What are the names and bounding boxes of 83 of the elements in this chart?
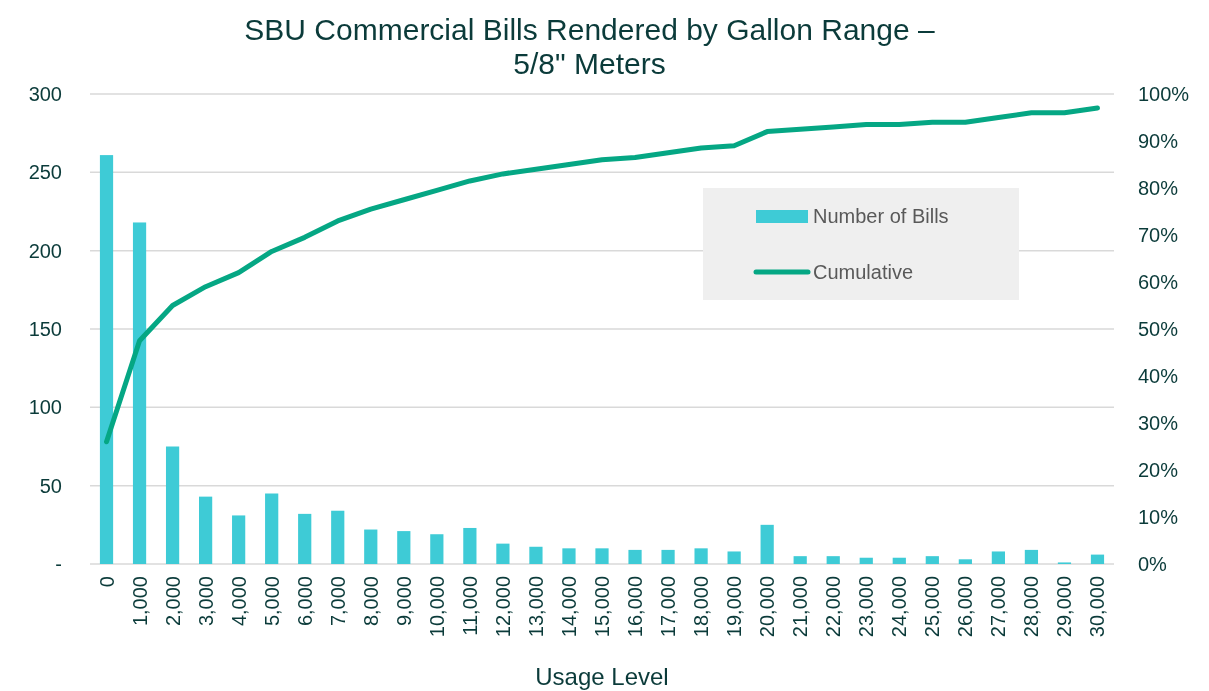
y2-tick-label: 100% — [1138, 83, 1190, 105]
bar — [727, 551, 741, 564]
x-tick-label: 12,000 — [491, 576, 514, 638]
bar — [397, 531, 411, 564]
x-tick-label: 16,000 — [624, 576, 647, 638]
legend-label: Number of Bills — [813, 205, 949, 227]
x-tick-label: 4,000 — [227, 576, 250, 627]
y2-tick-label: 0% — [1138, 553, 1168, 575]
bar — [892, 557, 906, 564]
chart-title: SBU Commercial Bills Rendered by Gallon Range – 5/8" Meters — [244, 13, 935, 80]
bar — [496, 543, 510, 564]
bar — [562, 548, 576, 564]
x-tick-label: 0 — [95, 576, 118, 588]
bar — [430, 534, 444, 564]
bar — [199, 496, 213, 564]
y-tick-label: - — [55, 553, 62, 575]
bar — [694, 548, 708, 564]
x-tick-label: 1,000 — [128, 576, 151, 627]
y-tick-label: 100 — [28, 396, 62, 419]
bar — [463, 527, 477, 564]
x-tick-label: 6,000 — [293, 576, 316, 627]
x-tick-label: 22,000 — [822, 576, 845, 638]
x-tick-label: 5,000 — [260, 576, 283, 627]
y2-tick-label: 40% — [1138, 365, 1179, 387]
x-tick-label: 26,000 — [954, 576, 977, 638]
y2-tick-label: 70% — [1138, 224, 1179, 246]
bar — [99, 155, 114, 564]
bar — [793, 556, 807, 564]
y-tick-label: 200 — [28, 239, 62, 262]
x-tick-label: 24,000 — [888, 576, 911, 638]
bar — [165, 446, 180, 564]
y2-tick-label: 30% — [1138, 412, 1179, 434]
x-tick-label: 25,000 — [921, 576, 944, 638]
bar — [628, 549, 642, 564]
y-tick-label: 300 — [28, 83, 62, 105]
y-tick-label: 50 — [39, 474, 62, 497]
bar — [1090, 554, 1105, 564]
x-tick-label: 29,000 — [1053, 576, 1076, 638]
x-tick-label: 30,000 — [1086, 576, 1109, 638]
bar — [859, 557, 873, 564]
y2-tick-label: 90% — [1138, 130, 1179, 152]
x-tick-label: 7,000 — [326, 576, 349, 627]
x-tick-label: 9,000 — [392, 576, 415, 627]
y2-tick-label: 80% — [1138, 177, 1179, 199]
y2-tick-label: 10% — [1138, 506, 1179, 528]
x-tick-label: 17,000 — [657, 576, 680, 638]
bar — [826, 556, 840, 564]
x-tick-label: 3,000 — [194, 576, 217, 627]
x-tick-label: 11,000 — [458, 576, 481, 636]
x-tick-label: 15,000 — [591, 576, 613, 638]
y2-tick-label: 50% — [1138, 318, 1179, 340]
x-tick-label: 10,000 — [425, 576, 448, 638]
bar — [1024, 549, 1039, 564]
x-tick-label: 28,000 — [1020, 576, 1043, 638]
legend-label: Cumulative — [813, 261, 914, 283]
bar — [364, 529, 378, 564]
x-tick-label: 23,000 — [855, 576, 878, 638]
x-axis-title: Usage Level — [535, 663, 669, 690]
bar — [925, 556, 939, 564]
y2-tick-label: 60% — [1138, 271, 1179, 293]
x-tick-label: 18,000 — [690, 576, 713, 638]
x-tick-label: 21,000 — [789, 576, 812, 638]
x-tick-label: 13,000 — [524, 576, 547, 638]
bar — [298, 513, 312, 564]
x-tick-label: 27,000 — [987, 576, 1010, 638]
y-tick-label: 150 — [28, 318, 62, 340]
bar — [595, 548, 609, 564]
x-tick-label: 8,000 — [359, 576, 382, 627]
bar — [331, 510, 345, 564]
bar — [991, 551, 1005, 564]
x-tick-label: 20,000 — [756, 576, 779, 638]
bar — [132, 222, 147, 564]
bar — [958, 559, 972, 564]
y-tick-label: 250 — [28, 161, 62, 184]
y2-tick-label: 20% — [1138, 459, 1179, 481]
x-tick-label: 2,000 — [161, 576, 184, 627]
bar — [529, 546, 543, 564]
bar — [232, 515, 246, 564]
x-tick-label: 14,000 — [557, 576, 580, 638]
x-tick-label: 19,000 — [723, 576, 746, 638]
bar — [760, 524, 774, 564]
bar — [661, 549, 675, 564]
bar — [265, 493, 279, 564]
